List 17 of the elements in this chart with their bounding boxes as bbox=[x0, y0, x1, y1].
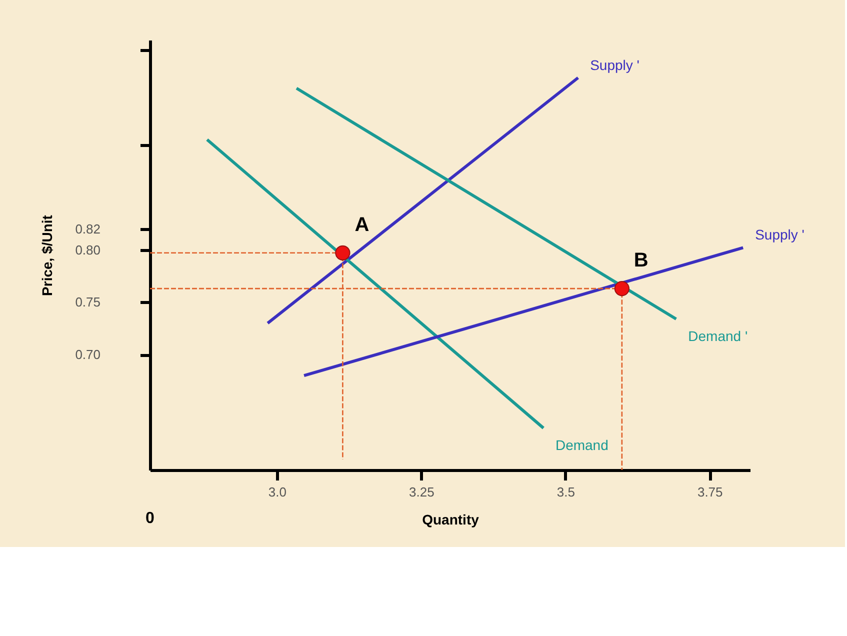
x-tick-label: 3.0 bbox=[268, 484, 286, 500]
series-label: Supply ' bbox=[590, 56, 640, 73]
annotation: B bbox=[634, 250, 648, 272]
x-tick-label: 3.25 bbox=[409, 484, 434, 500]
annotation: A bbox=[354, 214, 370, 236]
series-label: Demand bbox=[555, 437, 608, 454]
y-tick-label: 0.75 bbox=[75, 294, 100, 310]
series-label: Supply ' bbox=[755, 226, 804, 243]
y-axis-title: Price, $/Unit bbox=[39, 214, 56, 296]
x-axis-title: Quantity bbox=[422, 512, 480, 528]
series-label: Demand ' bbox=[688, 328, 748, 344]
x-tick-label: 3.75 bbox=[697, 484, 723, 500]
x-tick-label: 3.5 bbox=[556, 484, 575, 500]
y-tick-label: 0.82 bbox=[75, 221, 100, 236]
y-tick-label: 0.80 bbox=[75, 242, 100, 258]
y-tick-label: 0.70 bbox=[75, 347, 100, 362]
text: 0 bbox=[146, 510, 155, 527]
